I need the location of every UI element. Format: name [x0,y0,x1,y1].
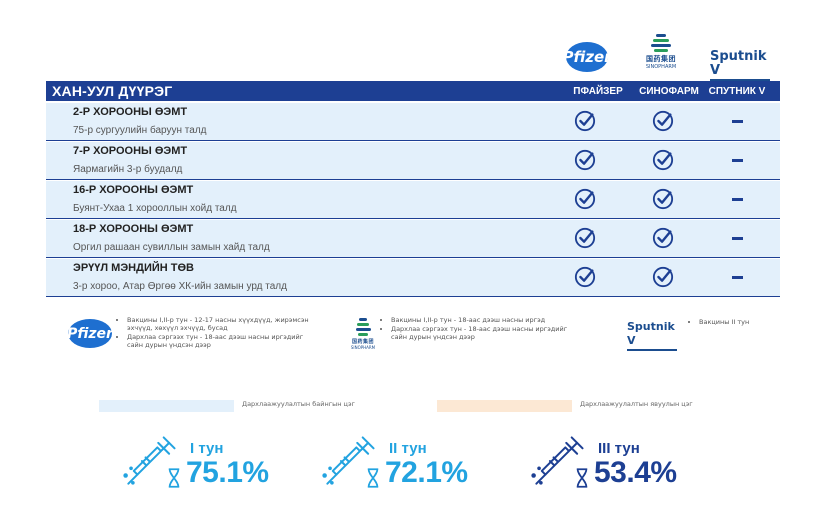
hourglass-icon [367,468,379,488]
check-circle-icon [652,266,674,288]
syringe-icon [531,436,584,485]
sinopharm-mark-icon [651,34,671,52]
check-circle-icon [652,188,674,210]
clinic-name: 2-Р ХОРООНЫ ӨЭМТ [73,106,188,118]
clinic-name: ЭРҮҮЛ МЭНДИЙН ТӨВ [73,262,194,274]
district-title: ХАН-УУЛ ДҮҮРЭГ [52,83,173,99]
sputnik-small-logo: Sputnik V [627,320,687,351]
clinic-address: Яармагийн 3-р буудалд [73,164,183,175]
table-header: ХАН-УУЛ ДҮҮРЭГ ПФАЙЗЕР СИНОФАРМ СПУТНИК … [46,81,780,101]
sputnik-logo: Sputnik V [710,50,780,81]
clinic-name: 16-Р ХОРООНЫ ӨЭМТ [73,184,194,196]
table-row: 7-Р ХОРООНЫ ӨЭМТ Яармагийн 3-р буудалд [46,142,780,180]
syringe-icon [123,436,176,485]
dose-3-label: III тун [598,440,640,457]
clinic-name: 7-Р ХОРООНЫ ӨЭМТ [73,145,188,157]
check-circle-icon [652,149,674,171]
sinopharm-info: Вакцины I,II-р тун - 18-аас дээш насны и… [382,316,582,342]
table-row: ЭРҮҮЛ МЭНДИЙН ТӨВ 3-р хороо, Атар Өргөө … [46,259,780,297]
dash-icon [732,120,743,123]
clinic-address: Оргил рашаан сувиллын замын хайд талд [73,242,270,253]
dose-1-value: 75.1% [186,456,269,489]
check-circle-icon [652,227,674,249]
dash-icon [732,159,743,162]
check-circle-icon [652,110,674,132]
pfizer-info: Вакцины I,II-р тун - 12-17 насны хүүхдүү… [118,316,318,350]
check-circle-icon [574,149,596,171]
dose-2-label: II тун [389,440,427,457]
sputnik-info: Вакцины II тун [690,318,770,327]
dose-3-value: 53.4% [594,456,677,489]
dash-icon [732,276,743,279]
dose-1-label: I тун [190,440,224,457]
col-head-sinopharm: СИНОФАРМ [639,85,699,97]
table-row: 2-Р ХОРООНЫ ӨЭМТ 75-р сургуулийн баруун … [46,103,780,141]
table-row: 16-Р ХОРООНЫ ӨЭМТ Буянт-Ухаа 1 хорооллын… [46,181,780,219]
hourglass-icon [576,468,588,488]
legend-swatch-mobile [437,400,572,412]
check-circle-icon [574,188,596,210]
dose-2-value: 72.1% [385,456,468,489]
clinic-address: Буянт-Ухаа 1 хорооллын хойд талд [73,203,237,214]
sinopharm-mark-icon [355,318,371,336]
pfizer-small-logo: Pfizer [67,319,113,348]
clinic-address: 3-р хороо, Атар Өргөө ХК-ийн замын урд т… [73,281,287,292]
table-row: 18-Р ХОРООНЫ ӨЭМТ Оргил рашаан сувиллын … [46,220,780,258]
syringe-icon [322,436,375,485]
sinopharm-logo: 国药集团 SINOPHARM [641,34,681,76]
check-circle-icon [574,227,596,249]
col-head-sputnik: СПУТНИК V [708,85,766,97]
hourglass-icon [168,468,180,488]
clinic-address: 75-р сургуулийн баруун талд [73,125,207,136]
clinic-name: 18-Р ХОРООНЫ ӨЭМТ [73,223,194,235]
sinopharm-small-logo: 国药集团 SINOPHARM [348,318,378,352]
legend-label-mobile: Дархлаажуулалтын явуулын цэг [580,400,693,408]
dash-icon [732,237,743,240]
col-head-pfizer: ПФАЙЗЕР [573,85,623,97]
check-circle-icon [574,110,596,132]
pfizer-logo: Pfizer [562,42,612,72]
check-circle-icon [574,266,596,288]
legend-label-permanent: Дархлаажуулалтын байнгын цэг [242,400,355,408]
legend-swatch-permanent [99,400,234,412]
dash-icon [732,198,743,201]
